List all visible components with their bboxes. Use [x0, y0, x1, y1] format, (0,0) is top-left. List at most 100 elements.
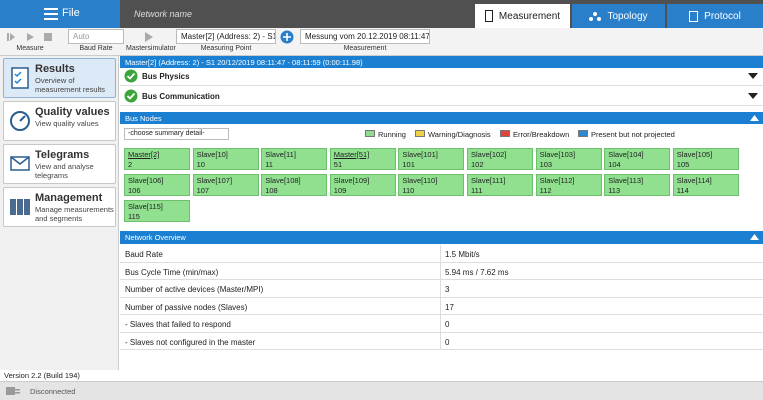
bus-node[interactable]: Slave[104] 104 [604, 148, 671, 170]
measurement-select[interactable]: Messung vom 20.12.2019 08:11:47 [300, 29, 430, 44]
node-name: Slave[109] [333, 176, 370, 185]
toolbar-label: Baud Rate [79, 45, 113, 52]
nav-title: Management [35, 192, 103, 204]
measuring-point-select[interactable]: Master[2] (Address: 2) - S1 [176, 29, 276, 44]
legend-label: Error/Breakdown [513, 130, 570, 139]
node-name: Slave[11] [265, 150, 296, 159]
add-button[interactable] [280, 30, 294, 44]
tab-icon [589, 12, 602, 21]
nav-item[interactable]: Telegrams View and analyse telegrams [3, 144, 116, 184]
expand-arrow [748, 93, 758, 99]
tab[interactable]: Protocol [667, 4, 763, 28]
toolbar: Measure Auto Baud Rate Mastersimulator M… [0, 28, 763, 56]
bus-node[interactable]: Slave[101] 101 [398, 148, 465, 170]
menu-icon [44, 8, 58, 20]
bus-node[interactable]: Master[51] 51 [329, 148, 396, 170]
node-address: 107 [196, 186, 210, 195]
nav-subtitle: View and analyse telegrams [35, 162, 94, 180]
summary-select[interactable]: -choose summary detail- [124, 128, 229, 140]
overview-row: Number of active devices (Master/MPI) 3 [120, 280, 763, 298]
node-address: 2 [128, 160, 133, 169]
row-value: 17 [445, 302, 454, 312]
legend-swatch [365, 130, 375, 137]
node-name: Slave[115] [128, 202, 163, 211]
tab-label: Topology [607, 10, 648, 22]
bus-node[interactable]: Slave[113] 113 [604, 174, 671, 196]
bus-node[interactable]: Slave[110] 110 [398, 174, 465, 196]
node-address: 115 [128, 212, 140, 221]
section-header[interactable]: Network Overview [120, 231, 763, 244]
node-address: 113 [608, 186, 621, 195]
node-name: Slave[102] [471, 150, 507, 159]
status-text: Disconnected [30, 387, 76, 396]
node-address: 112 [539, 186, 552, 195]
section-title: Bus Physics [142, 71, 190, 81]
node-name: Master[51] [333, 150, 370, 159]
node-address: 106 [128, 186, 141, 195]
nav-subtitle: View quality values [35, 119, 99, 128]
connection-icon [6, 387, 20, 395]
node-address: 105 [676, 160, 690, 169]
bus-node[interactable]: Master[2] 2 [124, 148, 190, 170]
bus-node[interactable]: Slave[109] 109 [329, 174, 396, 196]
row-label: Number of passive nodes (Slaves) [125, 302, 248, 312]
legend-swatch [500, 130, 510, 137]
section-title: Bus Communication [142, 91, 220, 101]
simulator-button[interactable] [144, 31, 154, 43]
row-label: - Slaves that failed to respond [125, 320, 231, 329]
node-address: 10 [196, 160, 205, 169]
bus-node[interactable]: Slave[103] 103 [535, 148, 602, 170]
node-name: Slave[107] [196, 176, 233, 185]
tab-icon [484, 10, 493, 22]
node-address: 11 [265, 160, 273, 169]
section-header[interactable]: Bus Nodes [120, 112, 763, 124]
node-address: 102 [471, 160, 484, 169]
node-address: 103 [539, 160, 553, 169]
bus-node[interactable]: Slave[10] 10 [192, 148, 259, 170]
row-value: 3 [445, 285, 450, 294]
row-value: 0 [445, 320, 450, 329]
file-menu[interactable]: File [0, 0, 120, 28]
bus-node[interactable]: Slave[107] 107 [192, 174, 259, 196]
tab-label: Protocol [704, 10, 741, 22]
nav-subtitle: Overview of measurement results [35, 76, 106, 94]
legend-label: Warning/Diagnosis [428, 130, 491, 139]
legend-swatch [415, 130, 425, 137]
overview-row: Bus Cycle Time (min/max) 5.94 ms / 7.62 m… [120, 263, 763, 280]
bus-node[interactable]: Slave[102] 102 [467, 148, 533, 170]
bus-node[interactable]: Slave[112] 112 [535, 174, 602, 196]
node-name: Slave[105] [676, 150, 713, 159]
legend-swatch [578, 130, 588, 137]
bus-node[interactable]: Slave[115] 115 [124, 200, 190, 222]
network-name: Network name [134, 9, 193, 19]
bus-node[interactable]: Slave[11] 11 [261, 148, 328, 170]
bus-node[interactable]: Slave[114] 114 [672, 174, 739, 196]
collapsible-section[interactable]: Bus Physics [120, 67, 763, 86]
nav-icon [10, 199, 30, 215]
tab-icon [689, 10, 699, 22]
collapsible-section[interactable]: Bus Communication [120, 87, 763, 106]
bus-node[interactable]: Slave[108] 108 [261, 174, 328, 196]
expand-arrow [748, 73, 758, 79]
status-bar: Disconnected [0, 381, 763, 400]
node-address: 101 [402, 160, 415, 169]
tab[interactable]: Topology [572, 4, 665, 28]
node-name: Slave[108] [265, 176, 301, 185]
bus-node[interactable]: Slave[105] 105 [672, 148, 739, 170]
tab[interactable]: Measurement [475, 4, 570, 28]
ok-icon [124, 69, 138, 83]
nav-item[interactable]: Quality values View quality values [3, 101, 116, 141]
row-label: Number of active devices (Master/MPI) [125, 285, 264, 294]
nav-icon [10, 111, 30, 131]
bus-node[interactable]: Slave[106] 106 [124, 174, 190, 196]
measure-buttons[interactable] [5, 31, 55, 43]
node-name: Slave[112] [539, 176, 575, 185]
nav-item[interactable]: Results Overview of measurement results [3, 58, 116, 98]
nav-title: Telegrams [35, 149, 90, 161]
nav-item[interactable]: Management Manage measurements and segmen… [3, 187, 116, 227]
bus-node[interactable]: Slave[111] 111 [467, 174, 533, 196]
nav-title: Quality values [35, 106, 110, 118]
baud-rate-select[interactable]: Auto [68, 29, 124, 44]
